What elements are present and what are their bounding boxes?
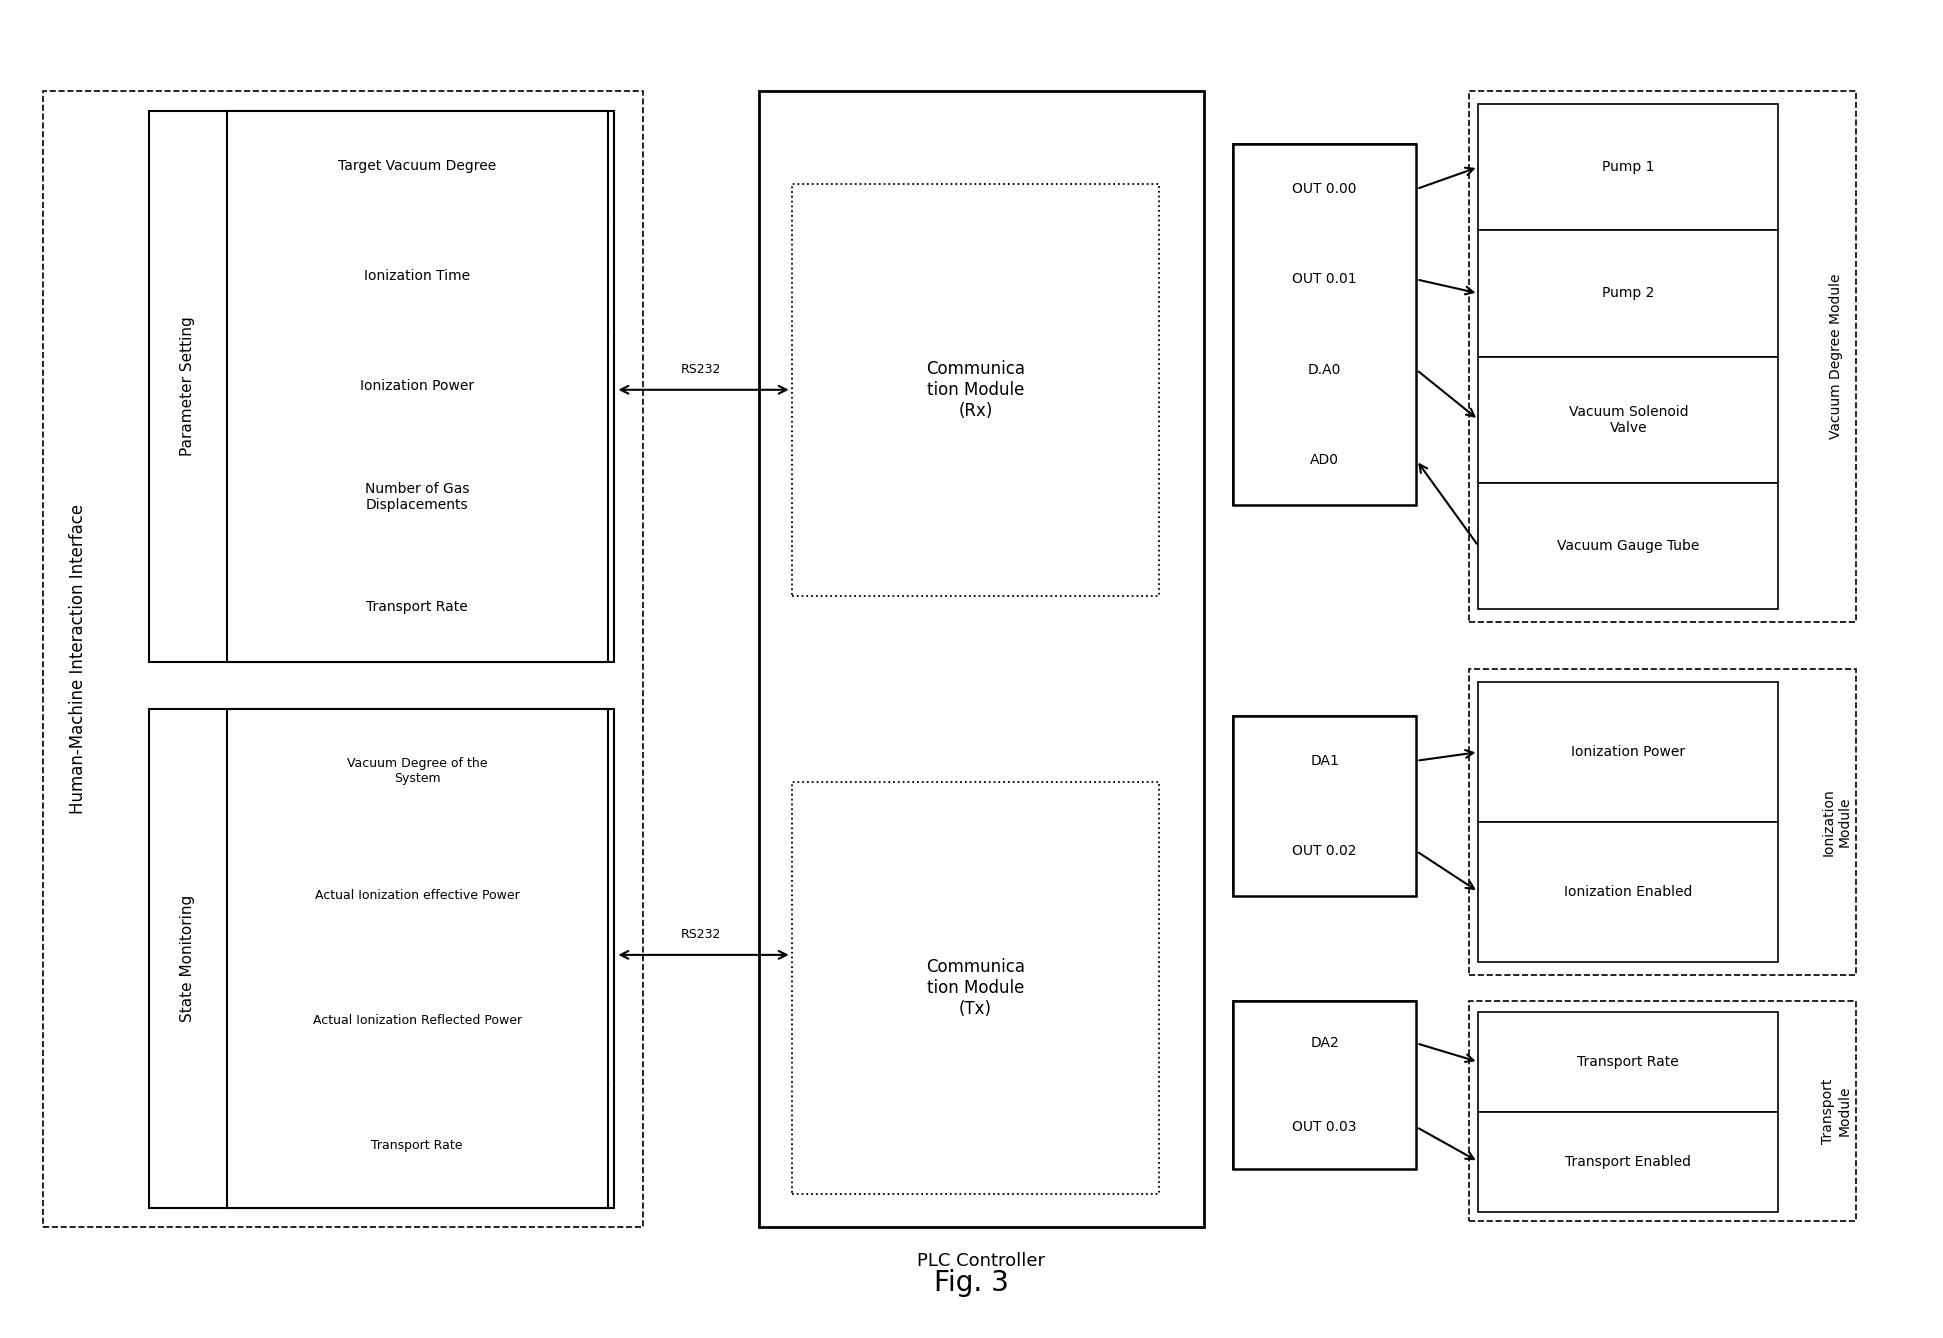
FancyBboxPatch shape [791,781,1160,1195]
Text: Transport Rate: Transport Rate [371,1139,462,1152]
Text: Vacuum Degree Module: Vacuum Degree Module [1828,274,1844,439]
FancyBboxPatch shape [1479,104,1778,230]
Text: Vacuum Degree of the
System: Vacuum Degree of the System [348,757,488,785]
Text: Pump 2: Pump 2 [1603,286,1655,300]
FancyBboxPatch shape [227,1082,608,1207]
Text: OUT 0.01: OUT 0.01 [1292,273,1356,286]
Text: D.A0: D.A0 [1308,363,1341,377]
FancyBboxPatch shape [1232,415,1416,506]
Text: AD0: AD0 [1310,454,1339,467]
Text: Actual Ionization Reflected Power: Actual Ionization Reflected Power [313,1014,523,1028]
FancyBboxPatch shape [1479,1012,1778,1112]
Text: Transport Rate: Transport Rate [1578,1054,1679,1069]
FancyBboxPatch shape [150,111,614,662]
FancyBboxPatch shape [227,958,608,1082]
FancyBboxPatch shape [1469,669,1856,975]
FancyBboxPatch shape [1232,1001,1416,1169]
FancyBboxPatch shape [227,221,608,332]
Text: Ionization Power: Ionization Power [1572,745,1685,759]
Text: OUT 0.03: OUT 0.03 [1292,1120,1356,1135]
FancyBboxPatch shape [1479,682,1778,822]
FancyBboxPatch shape [227,111,608,221]
Text: OUT 0.00: OUT 0.00 [1292,182,1356,195]
FancyBboxPatch shape [1469,1001,1856,1220]
FancyBboxPatch shape [227,553,608,662]
Text: Fig. 3: Fig. 3 [935,1270,1008,1298]
Text: RS232: RS232 [680,364,721,376]
FancyBboxPatch shape [1232,716,1416,805]
Text: Actual Ionization effective Power: Actual Ionization effective Power [315,890,519,902]
Text: Target Vacuum Degree: Target Vacuum Degree [338,159,495,173]
Text: PLC Controller: PLC Controller [917,1252,1045,1270]
Text: DA1: DA1 [1310,753,1339,768]
FancyBboxPatch shape [758,91,1203,1227]
Text: Communica
tion Module
(Rx): Communica tion Module (Rx) [927,360,1024,420]
FancyBboxPatch shape [1232,325,1416,415]
Text: Vacuum Gauge Tube: Vacuum Gauge Tube [1556,539,1700,553]
Text: Transport Rate: Transport Rate [367,601,468,614]
Text: RS232: RS232 [680,929,721,942]
FancyBboxPatch shape [1232,143,1416,234]
Text: Human-Machine Interaction Interface: Human-Machine Interaction Interface [68,504,87,814]
FancyBboxPatch shape [43,91,643,1227]
Text: State Monitoring: State Monitoring [181,895,196,1022]
Text: Pump 1: Pump 1 [1603,161,1655,174]
FancyBboxPatch shape [1469,91,1856,622]
Text: Ionization Power: Ionization Power [359,380,474,393]
FancyBboxPatch shape [227,834,608,958]
Text: Number of Gas
Displacements: Number of Gas Displacements [365,482,470,512]
FancyBboxPatch shape [227,111,608,662]
FancyBboxPatch shape [1479,356,1778,483]
FancyBboxPatch shape [227,709,608,1207]
FancyBboxPatch shape [1479,1112,1778,1211]
Text: OUT 0.02: OUT 0.02 [1292,844,1356,858]
FancyBboxPatch shape [227,442,608,553]
Text: Transport Enabled: Transport Enabled [1566,1155,1690,1168]
FancyBboxPatch shape [1479,822,1778,962]
Text: Ionization Time: Ionization Time [363,269,470,284]
Text: Ionization Enabled: Ionization Enabled [1564,884,1692,899]
FancyBboxPatch shape [1232,805,1416,896]
Text: Vacuum Solenoid
Valve: Vacuum Solenoid Valve [1568,404,1688,435]
FancyBboxPatch shape [150,709,614,1207]
Text: Ionization
Module: Ionization Module [1821,788,1852,856]
FancyBboxPatch shape [1479,483,1778,609]
Text: Communica
tion Module
(Tx): Communica tion Module (Tx) [927,958,1024,1018]
FancyBboxPatch shape [791,183,1160,595]
FancyBboxPatch shape [1232,1001,1416,1085]
Text: Transport
Module: Transport Module [1821,1078,1852,1144]
FancyBboxPatch shape [227,332,608,442]
FancyBboxPatch shape [1232,716,1416,896]
Text: Parameter Setting: Parameter Setting [181,317,196,456]
FancyBboxPatch shape [1479,230,1778,356]
FancyBboxPatch shape [227,709,608,834]
FancyBboxPatch shape [1232,234,1416,325]
FancyBboxPatch shape [1232,143,1416,506]
Text: DA2: DA2 [1310,1037,1339,1050]
FancyBboxPatch shape [1232,1085,1416,1169]
